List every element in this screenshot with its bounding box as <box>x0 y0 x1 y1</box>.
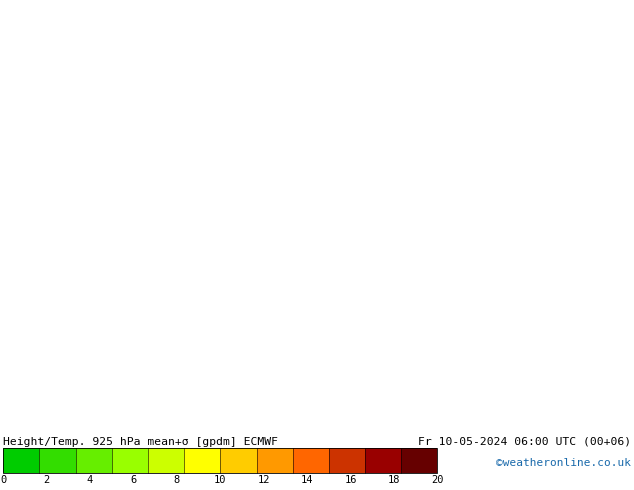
Text: 2: 2 <box>44 475 49 485</box>
Text: Height/Temp. 925 hPa mean+σ [gpdm] ECMWF: Height/Temp. 925 hPa mean+σ [gpdm] ECMWF <box>3 437 278 447</box>
Text: 8: 8 <box>174 475 180 485</box>
Text: ©weatheronline.co.uk: ©weatheronline.co.uk <box>496 458 631 468</box>
Bar <box>75 448 112 473</box>
Bar <box>365 448 401 473</box>
Text: 6: 6 <box>131 475 136 485</box>
Text: 18: 18 <box>388 475 400 485</box>
Bar <box>293 448 329 473</box>
Bar <box>148 448 184 473</box>
Bar <box>3 448 39 473</box>
Text: 12: 12 <box>257 475 270 485</box>
Text: 0: 0 <box>0 475 6 485</box>
Bar <box>329 448 365 473</box>
Text: 16: 16 <box>344 475 357 485</box>
Text: 20: 20 <box>431 475 444 485</box>
Bar <box>257 448 293 473</box>
Text: 10: 10 <box>214 475 226 485</box>
Bar <box>184 448 221 473</box>
Text: 14: 14 <box>301 475 313 485</box>
Bar <box>112 448 148 473</box>
Bar <box>3 448 437 473</box>
Bar <box>39 448 75 473</box>
Text: 4: 4 <box>87 475 93 485</box>
Bar <box>401 448 437 473</box>
Text: Fr 10-05-2024 06:00 UTC (00+06): Fr 10-05-2024 06:00 UTC (00+06) <box>418 437 631 447</box>
Bar <box>221 448 257 473</box>
